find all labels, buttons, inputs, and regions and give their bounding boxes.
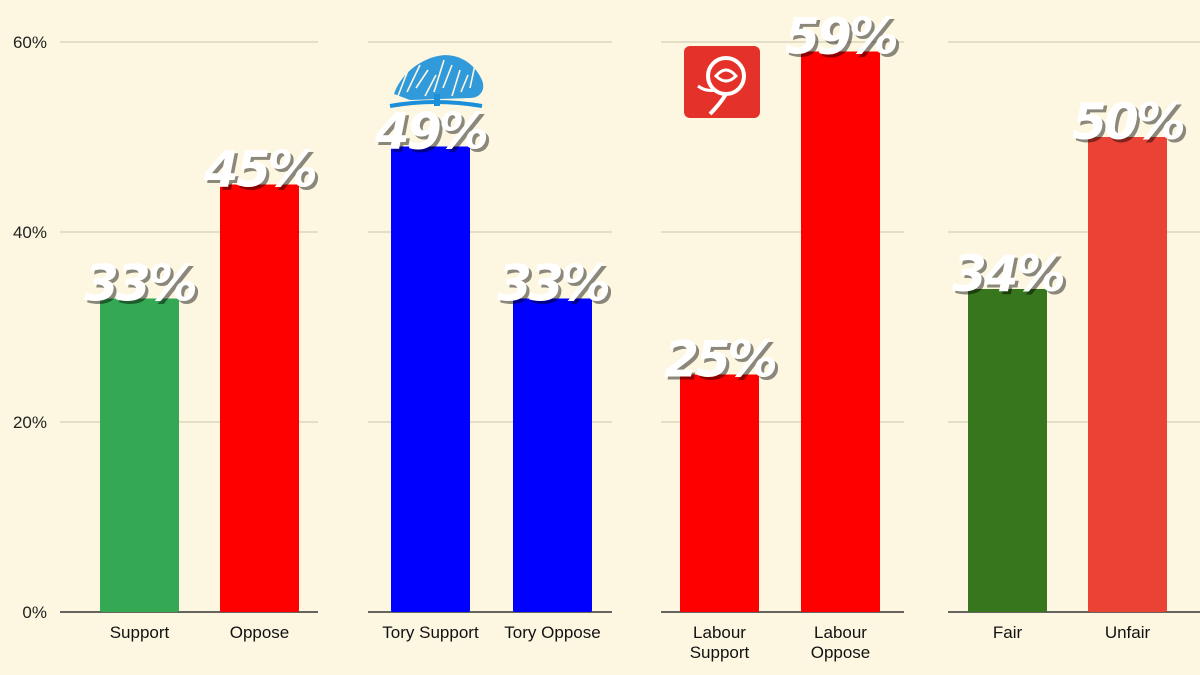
- tree-scribble: [415, 69, 429, 89]
- tree-scribble: [460, 74, 469, 93]
- data-label-shadow: 49%: [377, 106, 490, 164]
- category-label: Support: [690, 643, 750, 662]
- data-label: 34%: [952, 245, 1064, 303]
- rose-stem: [708, 92, 728, 116]
- bar: [801, 51, 880, 612]
- category-label: Support: [110, 623, 170, 642]
- tree-scribble: [469, 59, 477, 89]
- conservative-tree-logo: [389, 55, 484, 108]
- data-label-shadow: 45%: [206, 144, 319, 202]
- category-label: Oppose: [230, 623, 290, 642]
- data-label: 50%: [1072, 93, 1184, 151]
- tree-scribble: [451, 69, 461, 97]
- data-label: 33%: [497, 255, 609, 313]
- data-label-shadow: 33%: [87, 258, 199, 316]
- data-label: 33%: [84, 255, 196, 313]
- data-label-shadow: 33%: [500, 258, 612, 316]
- y-tick-label: 60%: [13, 33, 47, 52]
- category-label: Oppose: [811, 643, 871, 662]
- data-label-shadow: 34%: [955, 248, 1067, 306]
- category-label: Labour: [814, 623, 867, 642]
- category-label: Unfair: [1105, 623, 1151, 642]
- category-label: Labour: [693, 623, 746, 642]
- bar: [680, 374, 759, 612]
- tree-scribble: [397, 59, 413, 97]
- tree-scribble: [424, 74, 437, 97]
- bar: [220, 184, 299, 612]
- category-label: Tory Oppose: [504, 623, 600, 642]
- y-tick-label: 20%: [13, 413, 47, 432]
- bar: [391, 146, 470, 612]
- data-label: 59%: [785, 8, 897, 66]
- tree-scribble: [442, 64, 453, 89]
- labour-rose-logo: [684, 46, 760, 118]
- tree-trunk: [434, 94, 440, 106]
- bar: [968, 289, 1047, 612]
- data-label: 49%: [374, 103, 487, 161]
- rose-leaf: [697, 84, 717, 92]
- tree-scribble: [433, 59, 445, 93]
- tree-scribble: [406, 64, 421, 93]
- data-label: 25%: [664, 331, 776, 389]
- data-label-shadow: 59%: [788, 11, 900, 69]
- y-tick-label: 40%: [13, 223, 47, 242]
- data-label: 45%: [203, 141, 316, 199]
- category-label: Tory Support: [382, 623, 479, 642]
- bar: [100, 298, 179, 612]
- category-label: Fair: [993, 623, 1023, 642]
- y-tick-label: 0%: [22, 603, 47, 622]
- data-label-shadow: 50%: [1075, 96, 1187, 154]
- data-label-shadow: 25%: [667, 334, 779, 392]
- rose-petal: [713, 68, 739, 83]
- bar: [1088, 137, 1167, 612]
- bar: [513, 298, 592, 612]
